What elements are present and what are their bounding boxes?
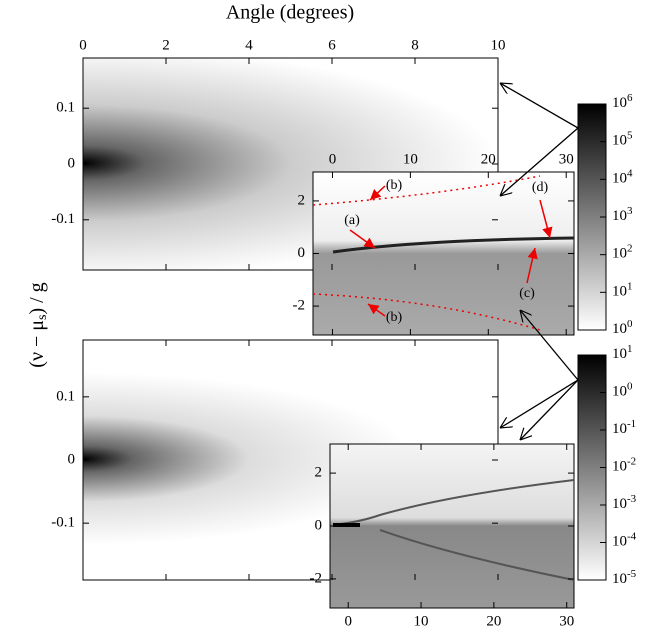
colorbar-base: 10 (612, 171, 627, 187)
inset-top (312, 171, 575, 336)
colorbar-base: 10 (612, 133, 627, 149)
colorbar-label: 10-5 (612, 568, 637, 588)
y-tick-label: -2 (310, 570, 323, 586)
colorbar-exponent: -2 (627, 455, 636, 467)
x-tick-label: 0 (344, 613, 352, 629)
colorbar-label: 102 (612, 242, 633, 262)
colorbar-exponent: -5 (627, 568, 637, 580)
colorbar-label: 100 (612, 380, 633, 400)
colorbar-base: 10 (612, 208, 627, 224)
colorbar-label: 101 (612, 343, 633, 363)
annotation: (c) (519, 286, 535, 301)
colorbar-base: 10 (612, 459, 627, 475)
colorbar-label: 106 (612, 92, 633, 112)
colorbar-exponent: -3 (627, 493, 637, 505)
y-tick-label: 0 (298, 245, 306, 261)
colorbar-base: 10 (612, 321, 627, 337)
x-tick-label: 30 (559, 613, 574, 629)
y-tick-label: -0.1 (51, 515, 75, 531)
x-tick-label: 20 (481, 151, 496, 167)
colorbar-exponent: 3 (627, 205, 633, 217)
colorbar-exponent: 6 (627, 92, 633, 104)
colorbar-base: 10 (612, 421, 627, 437)
inset-feature (332, 236, 575, 254)
y-tick-label: -2 (293, 298, 306, 314)
y-tick-label: 0.1 (56, 100, 75, 116)
colorbar-exponent: 4 (627, 167, 633, 179)
x-tick-label: 6 (328, 37, 336, 53)
annotation: (b) (386, 178, 403, 193)
colorbar-label: 103 (612, 205, 633, 225)
colorbar-exponent: 1 (627, 343, 633, 355)
colorbar-exponent: -4 (627, 530, 637, 542)
colorbar-exponent: 2 (627, 242, 633, 254)
colorbar-exponent: 1 (627, 280, 633, 292)
y-tick-label: 0 (68, 451, 76, 467)
colorbar-exponent: 5 (627, 129, 633, 141)
y-tick-label: 0 (315, 517, 323, 533)
x-tick-label: 0 (79, 37, 87, 53)
x-tick-label: 0 (329, 151, 337, 167)
colorbar-label: 100 (612, 318, 633, 338)
x-tick-label: 10 (491, 37, 506, 53)
connector-arrows (500, 83, 579, 440)
colorbar-label: 10-1 (612, 418, 636, 438)
colorbar-base: 10 (612, 571, 627, 587)
x-tick-label: 8 (411, 37, 419, 53)
colorbar-label: 101 (612, 280, 633, 300)
annotation: (a) (344, 213, 360, 228)
x-tick-label: 10 (414, 613, 429, 629)
y-tick-label: 2 (298, 192, 306, 208)
colorbar-exponent: 0 (627, 380, 633, 392)
colorbar-base: 10 (612, 346, 627, 362)
y-label: (ν − μs) / g (26, 282, 51, 367)
annotation-arrows (349, 185, 553, 317)
colorbar-base: 10 (612, 246, 627, 262)
x-tick-label: 4 (245, 37, 253, 53)
colorbar-base: 10 (612, 384, 627, 400)
x-label: Angle (degrees) (226, 2, 354, 24)
x-tick-label: 2 (162, 37, 170, 53)
inset-feature (332, 479, 575, 581)
colorbar-exponent: 0 (627, 318, 633, 330)
y-tick-label: 2 (315, 465, 323, 481)
colorbar-base: 10 (612, 284, 627, 300)
colorbar-label: 10-2 (612, 455, 636, 475)
y-tick-label: 0.1 (56, 388, 75, 404)
colorbar-label: 10-4 (612, 530, 637, 550)
colorbar-base: 10 (612, 496, 627, 512)
colorbar-label: 10-3 (612, 493, 637, 513)
inset-bottom (329, 443, 575, 609)
dotted-curve (312, 175, 541, 206)
y-tick-label: -0.1 (51, 211, 75, 227)
x-tick-label: 20 (486, 613, 501, 629)
colorbar-base: 10 (612, 534, 627, 550)
x-tick-label: 30 (559, 151, 574, 167)
annotation: (d) (532, 180, 549, 195)
colorbar-base: 10 (612, 95, 627, 111)
colorbar-exponent: -1 (627, 418, 636, 430)
colorbar-label: 104 (612, 167, 633, 187)
annotation: (b) (386, 310, 403, 325)
colorbar-label: 105 (612, 129, 633, 149)
dotted-curve (312, 293, 541, 331)
y-tick-label: 0 (68, 155, 76, 171)
x-tick-label: 10 (403, 151, 418, 167)
